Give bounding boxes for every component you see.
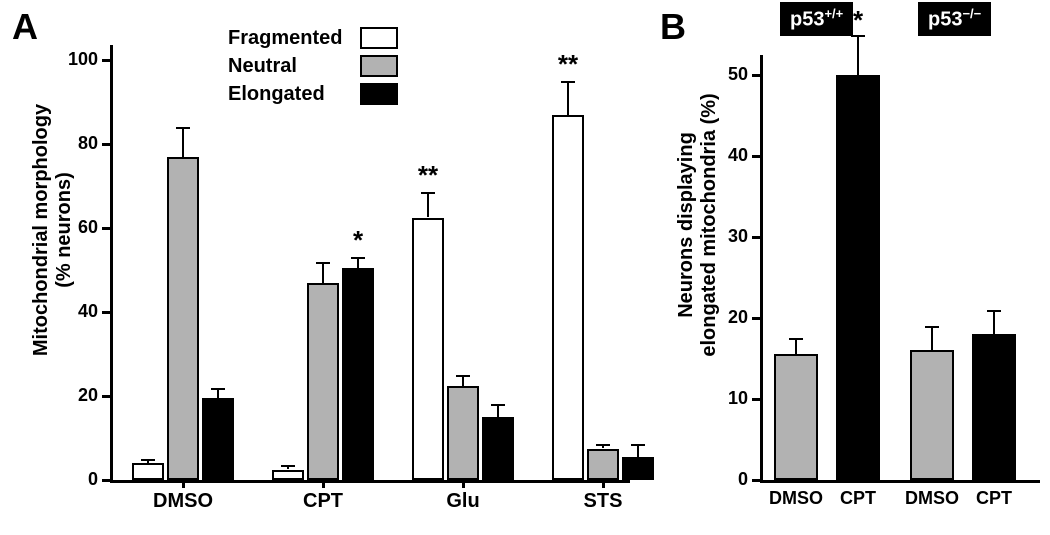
panel-a-sig-STS-Fragmented: ** — [546, 49, 590, 80]
panel-b-ytick-40: 40 — [718, 145, 748, 166]
panel-a-sig-Glu-Fragmented: ** — [406, 160, 450, 191]
panel-a-xtick-DMSO: DMSO — [143, 490, 223, 513]
panel-b-ytick-50: 50 — [718, 64, 748, 85]
panel-a-bar-STS-Fragmented — [552, 115, 584, 480]
panel-b-xtick-1: CPT — [826, 488, 890, 509]
panel-a-ytick-100: 100 — [60, 49, 98, 70]
panel-a-ytick-80: 80 — [60, 133, 98, 154]
panel-b-bar-3 — [972, 334, 1016, 480]
panel-a-xtick-CPT: CPT — [283, 490, 363, 513]
panel-a-bar-DMSO-Fragmented — [132, 463, 164, 480]
panel-b-xtick-2: DMSO — [900, 488, 964, 509]
panel-b-ytick-0: 0 — [718, 469, 748, 490]
panel-b-plot: 01020304050DMSO*CPTDMSOCPT — [760, 75, 1040, 480]
panel-a-bar-Glu-Fragmented — [412, 218, 444, 481]
panel-a-plot: 020406080100DMSO*CPT**Glu**STS — [110, 60, 630, 480]
panel-b-sig-1: * — [843, 5, 873, 36]
panel-a-bar-Glu-Elongated — [482, 417, 514, 480]
panel-a-ylabel-line1: Mitochondrial morphology — [30, 104, 52, 356]
legend-text-fragmented: Fragmented — [228, 27, 342, 50]
panel-b: B p53+/+ p53−/− Neurons displaying elong… — [660, 0, 1050, 535]
panel-b-label: B — [660, 6, 686, 48]
panel-a-ytick-20: 20 — [60, 385, 98, 406]
panel-b-bar-0 — [774, 354, 818, 480]
panel-a-bar-STS-Elongated — [622, 457, 654, 480]
panel-a: A Mitochondrial morphology (% neurons) F… — [0, 0, 660, 535]
panel-a-ytick-0: 0 — [60, 469, 98, 490]
panel-a-sig-CPT-Elongated: * — [336, 225, 380, 256]
panel-b-bar-1 — [836, 75, 880, 480]
panel-a-bar-STS-Neutral — [587, 449, 619, 481]
panel-a-bar-CPT-Fragmented — [272, 470, 304, 481]
panel-b-xtick-0: DMSO — [764, 488, 828, 509]
panel-b-ylabel-line2: elongated mitochondria (%) — [698, 93, 720, 356]
panel-b-ytick-20: 20 — [718, 307, 748, 328]
panel-a-bar-DMSO-Neutral — [167, 157, 199, 480]
panel-b-ylabel-line1: Neurons displaying — [675, 132, 697, 318]
panel-a-bar-CPT-Neutral — [307, 283, 339, 480]
panel-a-xtick-STS: STS — [563, 490, 643, 513]
panel-b-header-p53mm: p53−/− — [918, 2, 991, 36]
panel-a-bar-CPT-Elongated — [342, 268, 374, 480]
panel-b-ytick-10: 10 — [718, 388, 748, 409]
panel-a-xtick-Glu: Glu — [423, 490, 503, 513]
panel-b-bar-2 — [910, 350, 954, 480]
legend-swatch-fragmented — [360, 27, 398, 49]
panel-a-ytick-60: 60 — [60, 217, 98, 238]
panel-a-bar-Glu-Neutral — [447, 386, 479, 481]
panel-a-ytick-40: 40 — [60, 301, 98, 322]
panel-b-xtick-3: CPT — [962, 488, 1026, 509]
panel-b-ylabel: Neurons displaying elongated mitochondri… — [675, 45, 721, 405]
panel-a-bar-DMSO-Elongated — [202, 398, 234, 480]
panel-b-ytick-30: 30 — [718, 226, 748, 247]
